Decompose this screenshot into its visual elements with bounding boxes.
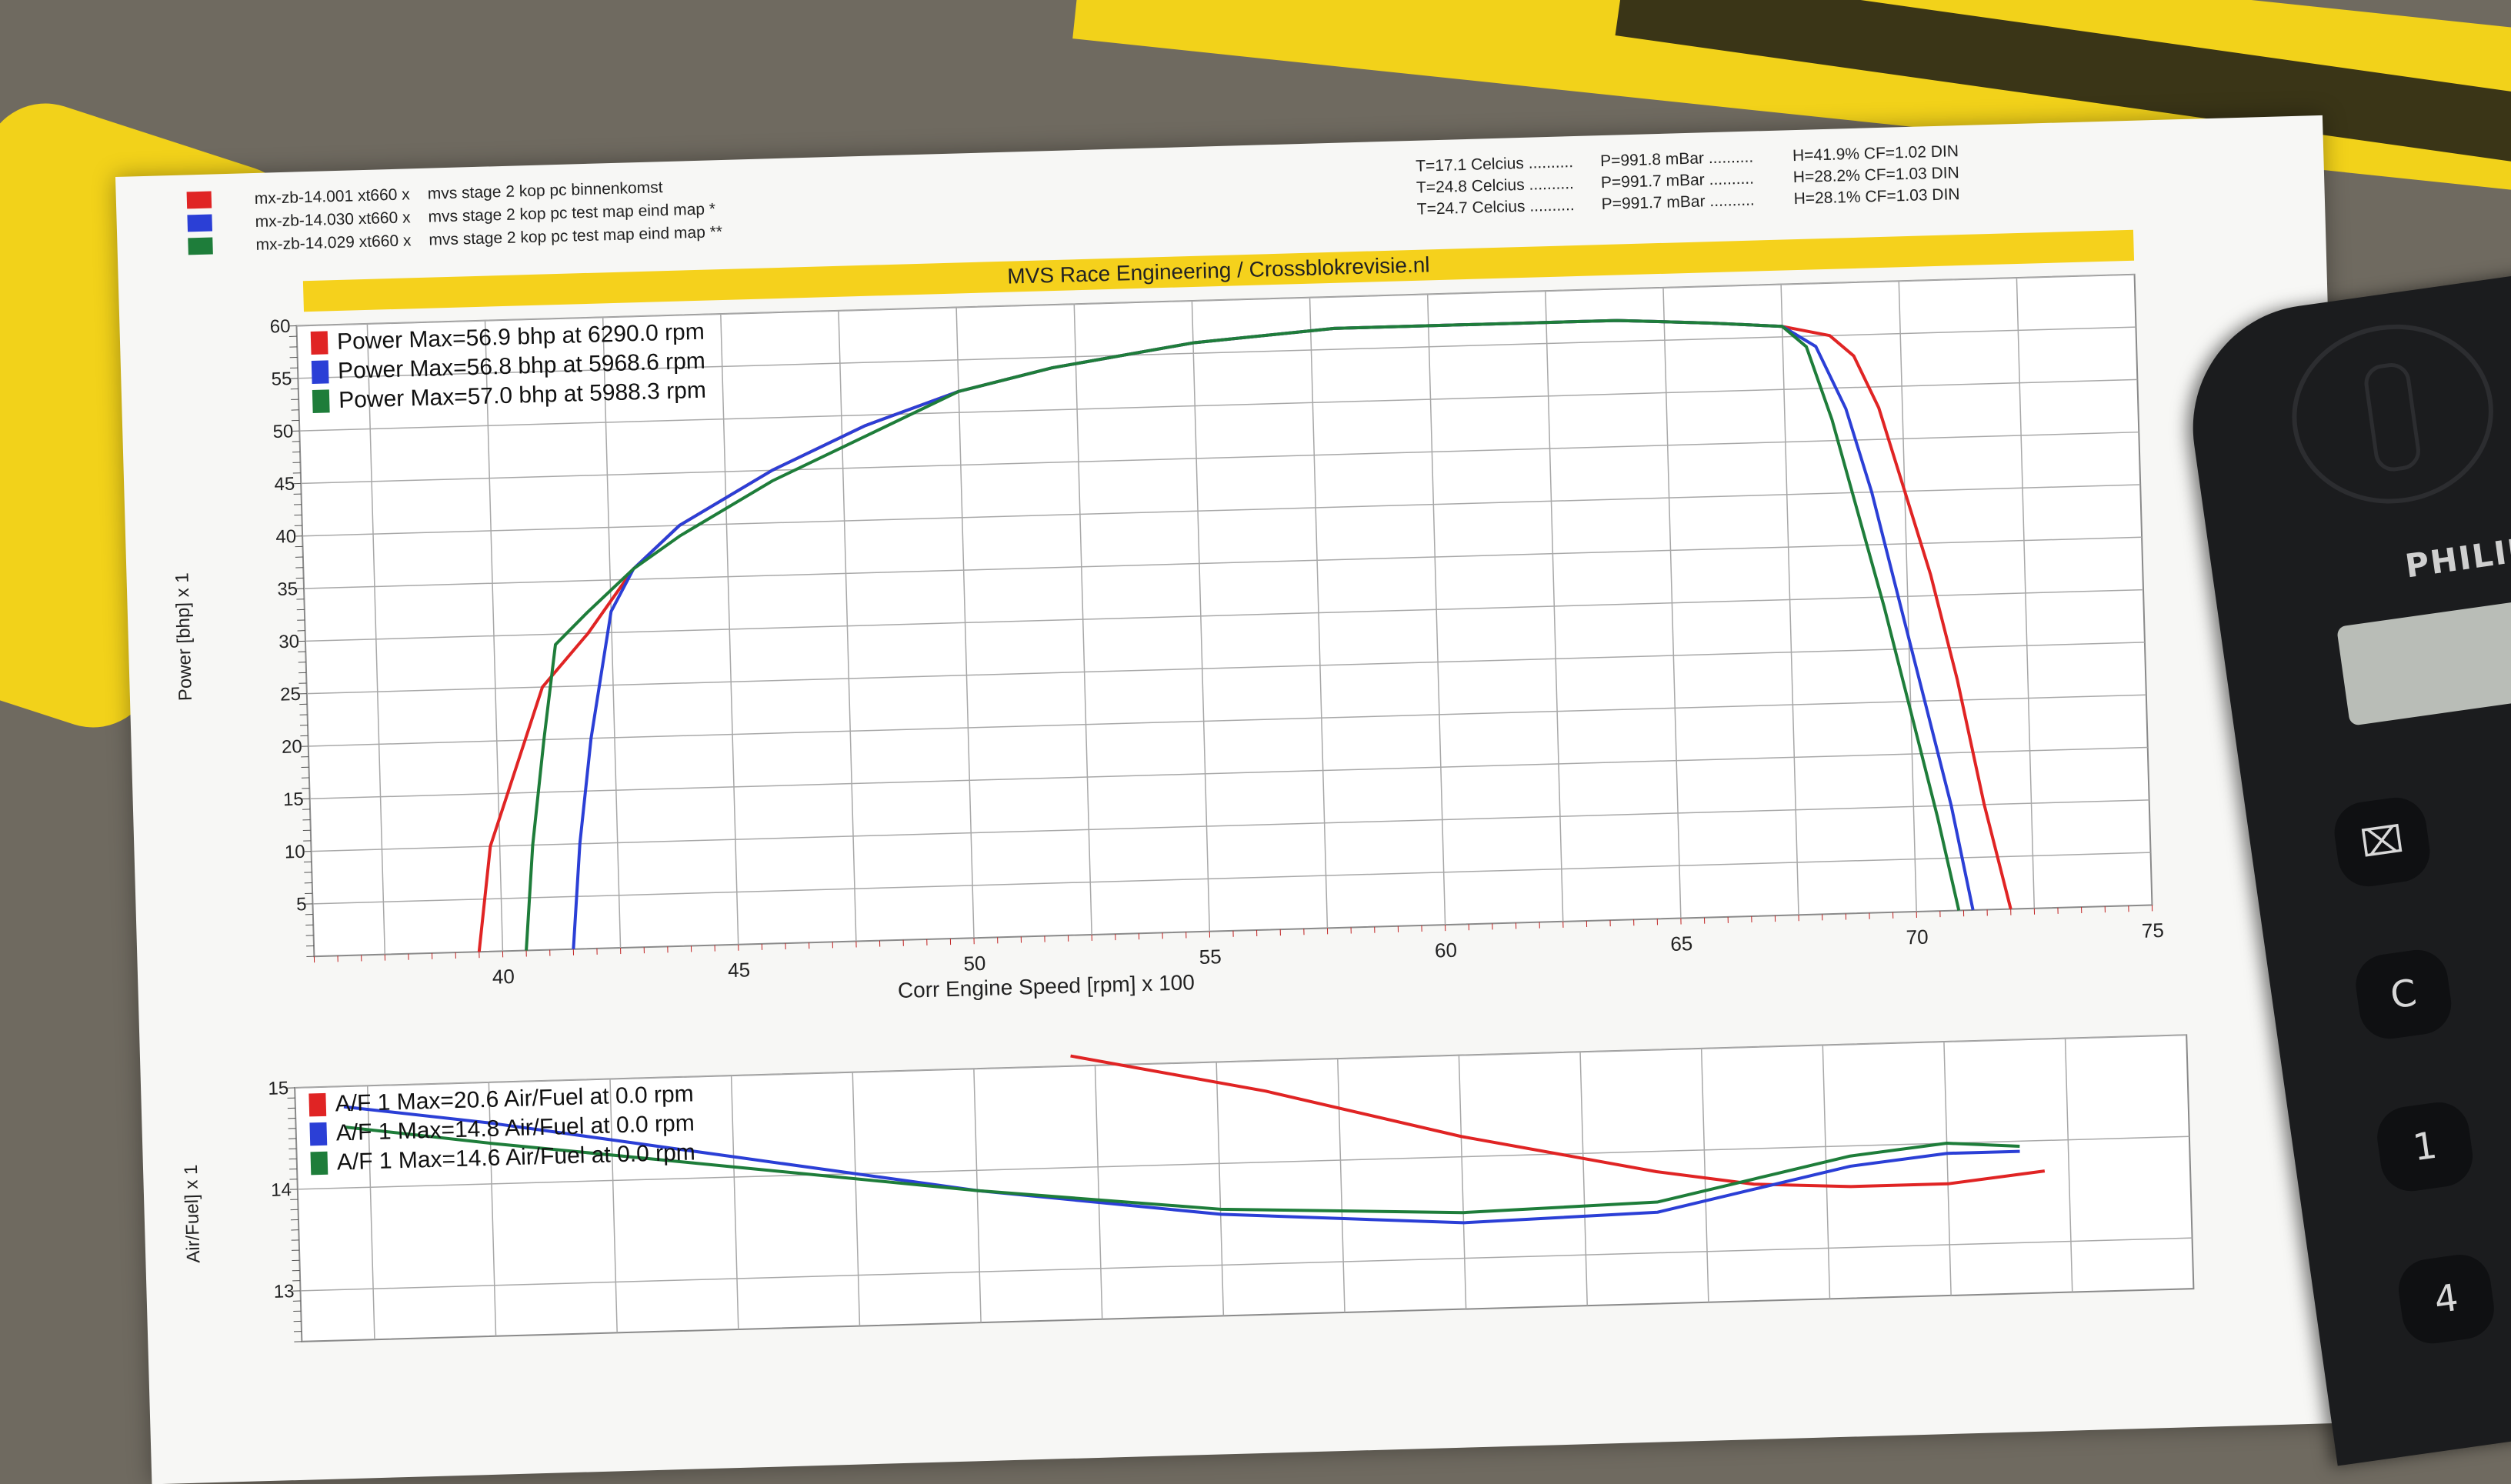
phone-key-4[interactable]: 4	[2395, 1251, 2498, 1348]
power-legend-swatch-1	[311, 331, 328, 355]
run-id-3: mx-zb-14.029 xt660 x	[255, 232, 412, 254]
power-y-tick-label: 45	[274, 474, 295, 495]
power-legend-swatch-2	[312, 360, 329, 384]
dyno-printout: mx-zb-14.001 xt660 x mvs stage 2 kop pc b…	[115, 115, 2359, 1484]
phone-key-menu[interactable]: ⌧	[2330, 794, 2433, 891]
phone-key-1[interactable]: 1	[2373, 1099, 2476, 1196]
run-desc-3: mvs stage 2 kop pc test map eind map **	[429, 223, 722, 249]
power-x-tick-label: 70	[1906, 925, 1929, 949]
af-legend-swatch-2	[309, 1122, 327, 1146]
af-y-tick-label: 14	[271, 1179, 292, 1201]
power-x-tick-label: 50	[963, 952, 986, 975]
power-x-tick-label: 45	[728, 958, 751, 982]
af-y-tick-label: 13	[273, 1281, 294, 1302]
cond-temp-2: T=24.8 Celcius ..........	[1416, 175, 1574, 197]
power-x-tick-label: 60	[1435, 939, 1458, 962]
run-id-1: mx-zb-14.001 xt660 x	[255, 185, 411, 208]
power-y-tick-label: 20	[282, 736, 302, 758]
run-desc-2: mvs stage 2 kop pc test map eind map *	[428, 200, 715, 225]
run-list: mx-zb-14.001 xt660 x mvs stage 2 kop pc b…	[187, 177, 723, 255]
power-y-tick-label: 5	[296, 894, 307, 915]
power-y-tick-label: 60	[269, 316, 290, 338]
dyno-chart: mx-zb-14.001 xt660 x mvs stage 2 kop pc b…	[115, 115, 2359, 1484]
phone-display	[2336, 599, 2511, 726]
power-x-tick-label: 40	[492, 965, 515, 989]
cond-pressure-1: P=991.8 mBar ..........	[1600, 148, 1754, 171]
af-legend-swatch-3	[310, 1152, 328, 1176]
power-y-tick-label: 30	[278, 632, 299, 653]
cond-temp-1: T=17.1 Celcius ..........	[1416, 153, 1573, 175]
cond-humidity-3: H=28.1% CF=1.03 DIN	[1793, 185, 1959, 208]
conditions-list: T=17.1 Celcius .......... P=991.8 mBar ..…	[1416, 142, 1960, 218]
power-y-tick-label: 35	[277, 579, 298, 600]
power-y-tick-label: 40	[275, 526, 296, 548]
run-id-2: mx-zb-14.030 xt660 x	[255, 208, 411, 231]
power-x-axis-label: Corr Engine Speed [rpm] x 100	[897, 970, 1195, 1002]
run-swatch-1	[187, 192, 212, 209]
power-x-tick-label: 65	[1670, 932, 1693, 955]
power-x-tick-label: 75	[2142, 919, 2165, 942]
run-swatch-3	[188, 238, 213, 255]
power-y-tick-label: 15	[283, 789, 304, 810]
af-legend-swatch-1	[308, 1093, 326, 1117]
power-legend-swatch-3	[312, 389, 330, 413]
af-grid	[295, 1035, 2193, 1342]
af-y-axis-label: Air/Fuel] x 1	[181, 1164, 205, 1263]
af-y-tick-label: 15	[268, 1078, 288, 1099]
power-y-tick-label: 10	[285, 842, 305, 863]
cond-pressure-3: P=991.7 mBar ..........	[1601, 192, 1755, 214]
power-y-tick-label: 50	[272, 421, 293, 442]
power-x-tick-label: 55	[1199, 945, 1222, 969]
cond-pressure-2: P=991.7 mBar ..........	[1601, 170, 1755, 192]
power-y-axis-label: Power [bhp] x 1	[172, 572, 196, 701]
power-y-tick-label: 55	[271, 368, 292, 390]
cond-humidity-1: H=41.9% CF=1.02 DIN	[1792, 142, 1959, 165]
cond-humidity-2: H=28.2% CF=1.03 DIN	[1793, 164, 1959, 186]
power-y-tick-label: 25	[280, 684, 301, 705]
af-plot-area	[295, 1035, 2193, 1342]
run-desc-1: mvs stage 2 kop pc binnenkomst	[427, 178, 663, 203]
run-swatch-2	[187, 215, 212, 232]
phone-key-clear[interactable]: C	[2352, 946, 2455, 1043]
cond-temp-3: T=24.7 Celcius ..........	[1417, 196, 1575, 218]
phone-brand-label: PHILIPS	[2403, 526, 2511, 585]
